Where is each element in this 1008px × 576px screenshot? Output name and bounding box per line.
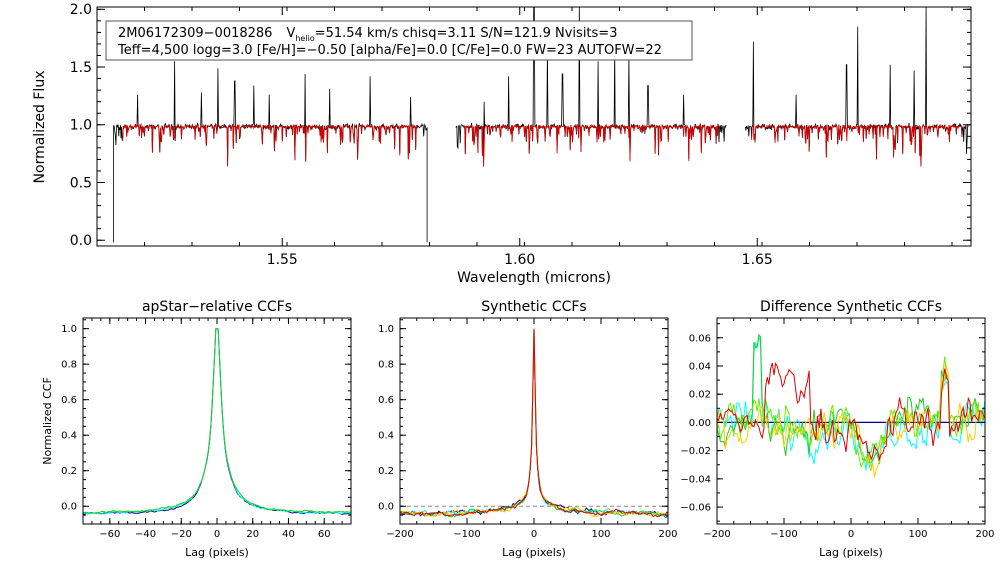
- ytick-label: 0.4: [61, 431, 77, 442]
- header-box-frame: [105, 20, 693, 61]
- ytick-label: −0.04: [680, 474, 711, 485]
- synthetic-ccf-xlabel: Lag (pixels): [502, 546, 566, 559]
- synthetic-ccf-title: Synthetic CCFs: [481, 299, 586, 315]
- xtick-label: −100: [453, 529, 480, 540]
- header-line-1-rest: =51.54 km/s chisq=3.11 S/N=121.9 Nvisits…: [315, 26, 618, 41]
- spectrum-model-chip-2: [463, 123, 719, 166]
- xtick-label: 1.60: [504, 252, 535, 268]
- apstar-ccf-ylabel: Normalized CCF: [41, 377, 54, 465]
- ccf-line-template-3: [399, 328, 669, 518]
- ytick-label: 1.0: [70, 118, 92, 134]
- difference-ccf-title: Difference Synthetic CCFs: [760, 299, 942, 315]
- ytick-label: 0.02: [689, 390, 711, 401]
- difference-ccf-ticks: −200 −100 0 100 200 −0.06 −0.04 −0.02 0.00 0.02 0.…: [680, 318, 995, 540]
- ytick-label: 0.00: [689, 418, 711, 429]
- xtick-label: −200: [386, 529, 413, 540]
- ytick-label: 1.0: [61, 324, 77, 335]
- ytick-label: 0.5: [70, 175, 92, 191]
- ccf-line-template-1: [399, 328, 669, 519]
- xtick-label: 0: [848, 529, 854, 540]
- spectrum-xlabel: Wavelength (microns): [457, 270, 611, 286]
- ccf-line-template-5: [399, 328, 669, 518]
- xtick-label: −60: [99, 529, 120, 540]
- spectrum-ylabel: Normalized Flux: [32, 71, 48, 184]
- ytick-label: 0.6: [61, 395, 77, 406]
- ytick-label: 0.2: [61, 466, 77, 477]
- spectrum-lines: [113, 7, 969, 243]
- header-box: 2M06172309−0018286 Vhelio=51.54 km/s chis…: [105, 20, 693, 61]
- apstar-ccf-title: apStar−relative CCFs: [142, 299, 292, 315]
- ccf-line-visit-2: [83, 328, 351, 515]
- xtick-label: 0: [214, 529, 220, 540]
- xtick-label: 200: [658, 529, 677, 540]
- xtick-label: 100: [908, 529, 927, 540]
- ccf-line-visit-3: [82, 328, 351, 514]
- apstar-ccf-xlabel: Lag (pixels): [185, 546, 249, 559]
- header-v-subscript: helio: [295, 34, 314, 43]
- ytick-label: 0.06: [689, 333, 711, 344]
- xtick-label: −200: [703, 529, 730, 540]
- xtick-label: 1.65: [742, 252, 773, 268]
- ytick-label: 0.0: [378, 502, 394, 513]
- synthetic-ccf-ticks: −200 −100 0 100 200 0.0 0.2 0.4 0.6 0.8 1.0: [378, 318, 678, 540]
- apstar-ccf-ticks: −60 −40 −20 0 20 40 60 0.0 0.2 0.4 0.6 0.8 1.0: [61, 318, 352, 540]
- ccf-line-template-4: [400, 328, 669, 518]
- ccf-line-template-2: [399, 328, 669, 518]
- xtick-label: 20: [246, 529, 259, 540]
- ytick-label: 0.04: [689, 361, 711, 372]
- ytick-label: −0.06: [680, 503, 711, 514]
- xtick-label: −20: [171, 529, 192, 540]
- ytick-label: 0.8: [61, 360, 77, 371]
- xtick-label: 200: [975, 529, 994, 540]
- apstar-ccf-panel: apStar−relative CCFs −60 −40 −20 0 20 40 60 0.0…: [41, 299, 352, 559]
- spectrum-ticks: 1.55 1.60 1.65 0.0 0.5 1.0 1.5 2.0: [70, 2, 971, 268]
- apstar-ccf-frame: [82, 317, 352, 525]
- spectrum-data: [113, 7, 969, 243]
- spectrum-model-chip-3: [751, 122, 963, 166]
- xtick-label: 60: [318, 529, 331, 540]
- header-line-2: Teff=4,500 logg=3.0 [Fe/H]=−0.50 [alpha/…: [117, 43, 662, 58]
- diff-line-diff-2: [717, 333, 985, 465]
- spectrum-observed-chip-1: [113, 61, 428, 243]
- xtick-label: 0: [531, 529, 537, 540]
- ytick-label: 0.2: [378, 466, 394, 477]
- ytick-label: 0.0: [61, 502, 77, 513]
- xtick-label: 100: [591, 529, 610, 540]
- spectrum-panel: 1.55 1.60 1.65 0.0 0.5 1.0 1.5 2.0 Wavelength (…: [32, 2, 972, 286]
- difference-ccf-panel: Difference Synthetic CCFs −200 −100 0 100 20…: [680, 299, 994, 559]
- diff-line-diff-5: [717, 362, 985, 462]
- ytick-label: 1.0: [378, 324, 394, 335]
- ytick-label: 0.8: [378, 360, 394, 371]
- spectrum-model-chip-1: [122, 123, 419, 166]
- ytick-label: 0.6: [378, 395, 394, 406]
- ytick-label: −0.02: [680, 446, 711, 457]
- xtick-label: −40: [135, 529, 156, 540]
- synthetic-ccf-panel: Synthetic CCFs −200 −100 0 100 200 0.0 0.2 0.4 0…: [378, 299, 677, 559]
- difference-ccf-xlabel: Lag (pixels): [819, 546, 883, 559]
- ccf-line-visit-1: [82, 328, 352, 516]
- header-star-id: 2M06172309−0018286: [118, 26, 272, 41]
- header-line-1: 2M06172309−0018286 Vhelio=51.54 km/s chis…: [118, 26, 617, 43]
- apstar-ccf-data: [82, 328, 352, 516]
- spectrum-axes-frame: [96, 6, 972, 247]
- xtick-label: −100: [770, 529, 797, 540]
- header-v-symbol: V: [286, 26, 295, 41]
- synthetic-ccf-data: [399, 328, 669, 519]
- difference-lines: [717, 333, 985, 478]
- ytick-label: 0.0: [70, 233, 92, 249]
- ytick-label: 2.0: [70, 2, 92, 18]
- xtick-label: 40: [282, 529, 295, 540]
- difference-ccf-data: [717, 333, 985, 478]
- ytick-label: 1.5: [70, 60, 92, 76]
- diff-line-diff-1: [717, 335, 985, 471]
- spectrum-observed-chip-3: [745, 7, 969, 167]
- ytick-label: 0.4: [378, 431, 394, 442]
- xtick-label: 1.55: [267, 252, 298, 268]
